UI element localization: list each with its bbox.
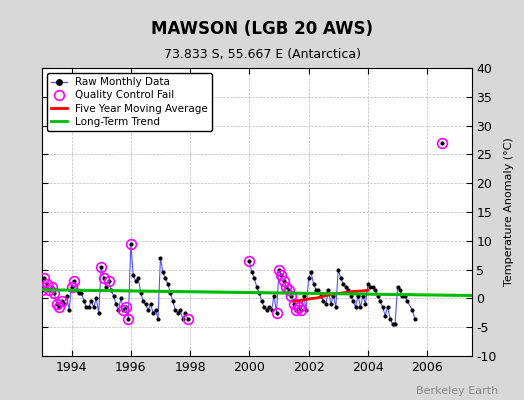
Text: 73.833 S, 55.667 E (Antarctica): 73.833 S, 55.667 E (Antarctica) xyxy=(163,48,361,61)
Y-axis label: Temperature Anomaly (°C): Temperature Anomaly (°C) xyxy=(504,138,514,286)
Text: MAWSON (LGB 20 AWS): MAWSON (LGB 20 AWS) xyxy=(151,20,373,38)
Text: Berkeley Earth: Berkeley Earth xyxy=(416,386,498,396)
Legend: Raw Monthly Data, Quality Control Fail, Five Year Moving Average, Long-Term Tren: Raw Monthly Data, Quality Control Fail, … xyxy=(47,73,212,131)
